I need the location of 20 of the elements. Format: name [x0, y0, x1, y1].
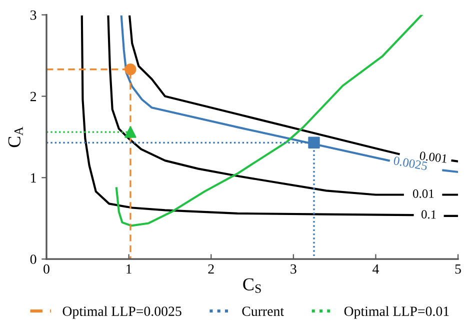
legend-label: Current: [242, 306, 284, 316]
legend-label: Optimal LLP=0.0025: [62, 306, 182, 319]
y-tick-label: 2: [30, 92, 36, 102]
series-label: 0.01: [412, 189, 434, 198]
y-tick-label: 3: [30, 10, 36, 20]
x-tick-label: 4: [372, 264, 379, 274]
x-axis-title: C$_{S}$: [243, 278, 261, 293]
x-tick-label: 5: [455, 264, 461, 274]
x-tick-label: 1: [126, 264, 132, 274]
x-tick-label: 2: [208, 264, 214, 274]
series-label: 0.1: [421, 210, 436, 219]
x-tick-label: 3: [290, 264, 296, 274]
y-tick-label: 1: [31, 173, 36, 182]
point: [124, 126, 136, 138]
x-tick-label: 0: [44, 264, 50, 274]
y-axis-title: C$_{A}$: [8, 126, 23, 148]
point: [308, 136, 320, 148]
legend-label: Optimal LLP=0.01: [344, 306, 449, 319]
point: [124, 64, 136, 76]
y-tick-label: 0: [30, 254, 36, 264]
